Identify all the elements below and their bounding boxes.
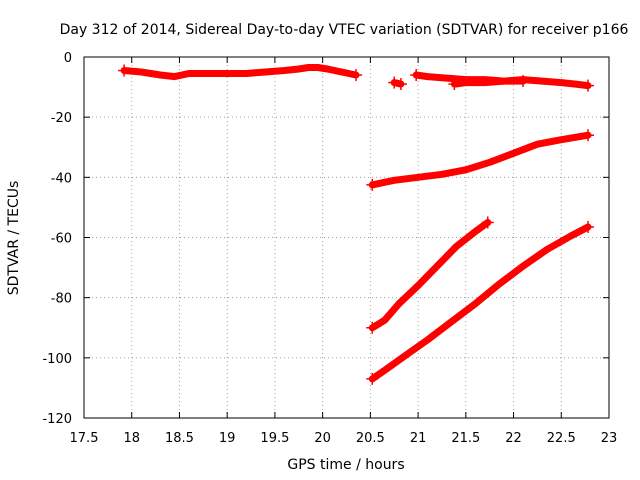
x-tick-label: 20 [314,431,331,446]
series-track-6 [368,219,492,332]
grid-layer [84,57,609,418]
series-layer [118,64,594,385]
chart-title: Day 312 of 2014, Sidereal Day-to-day VTE… [60,22,629,38]
x-tick-label: 18 [123,431,140,446]
y-tick-label: 0 [64,51,72,66]
y-tick-label: -20 [51,111,72,126]
series-track-4 [450,77,527,88]
x-tick-label: 17.5 [70,431,99,446]
y-tick-label: -60 [51,232,72,247]
series-track-5 [368,131,592,189]
x-axis-label: GPS time / hours [287,457,404,473]
y-tick-label: -120 [42,412,72,427]
x-tick-label: 23 [601,431,618,446]
y-axis-label: SDTVAR / TECUs [6,181,22,296]
y-tick-label: -40 [51,171,72,186]
x-tick-label: 22 [505,431,522,446]
series-track-7 [368,223,592,383]
x-tick-label: 19 [219,431,236,446]
x-tick-label: 19.5 [260,431,289,446]
plot-frame [83,56,610,419]
x-tick-label: 21 [410,431,427,446]
y-tick-label: -80 [51,292,72,307]
y-tick-label: -100 [42,352,72,367]
series-track-1 [120,64,360,81]
x-tick-label: 21.5 [451,431,480,446]
x-tick-label: 20.5 [356,431,385,446]
x-tick-label: 18.5 [165,431,194,446]
axis-layer: 17.5 18 18.5 19 19.5 20 20.5 21 21.5 22 22.5 23 0 -20… [42,51,617,446]
x-tick-label: 22.5 [547,431,576,446]
